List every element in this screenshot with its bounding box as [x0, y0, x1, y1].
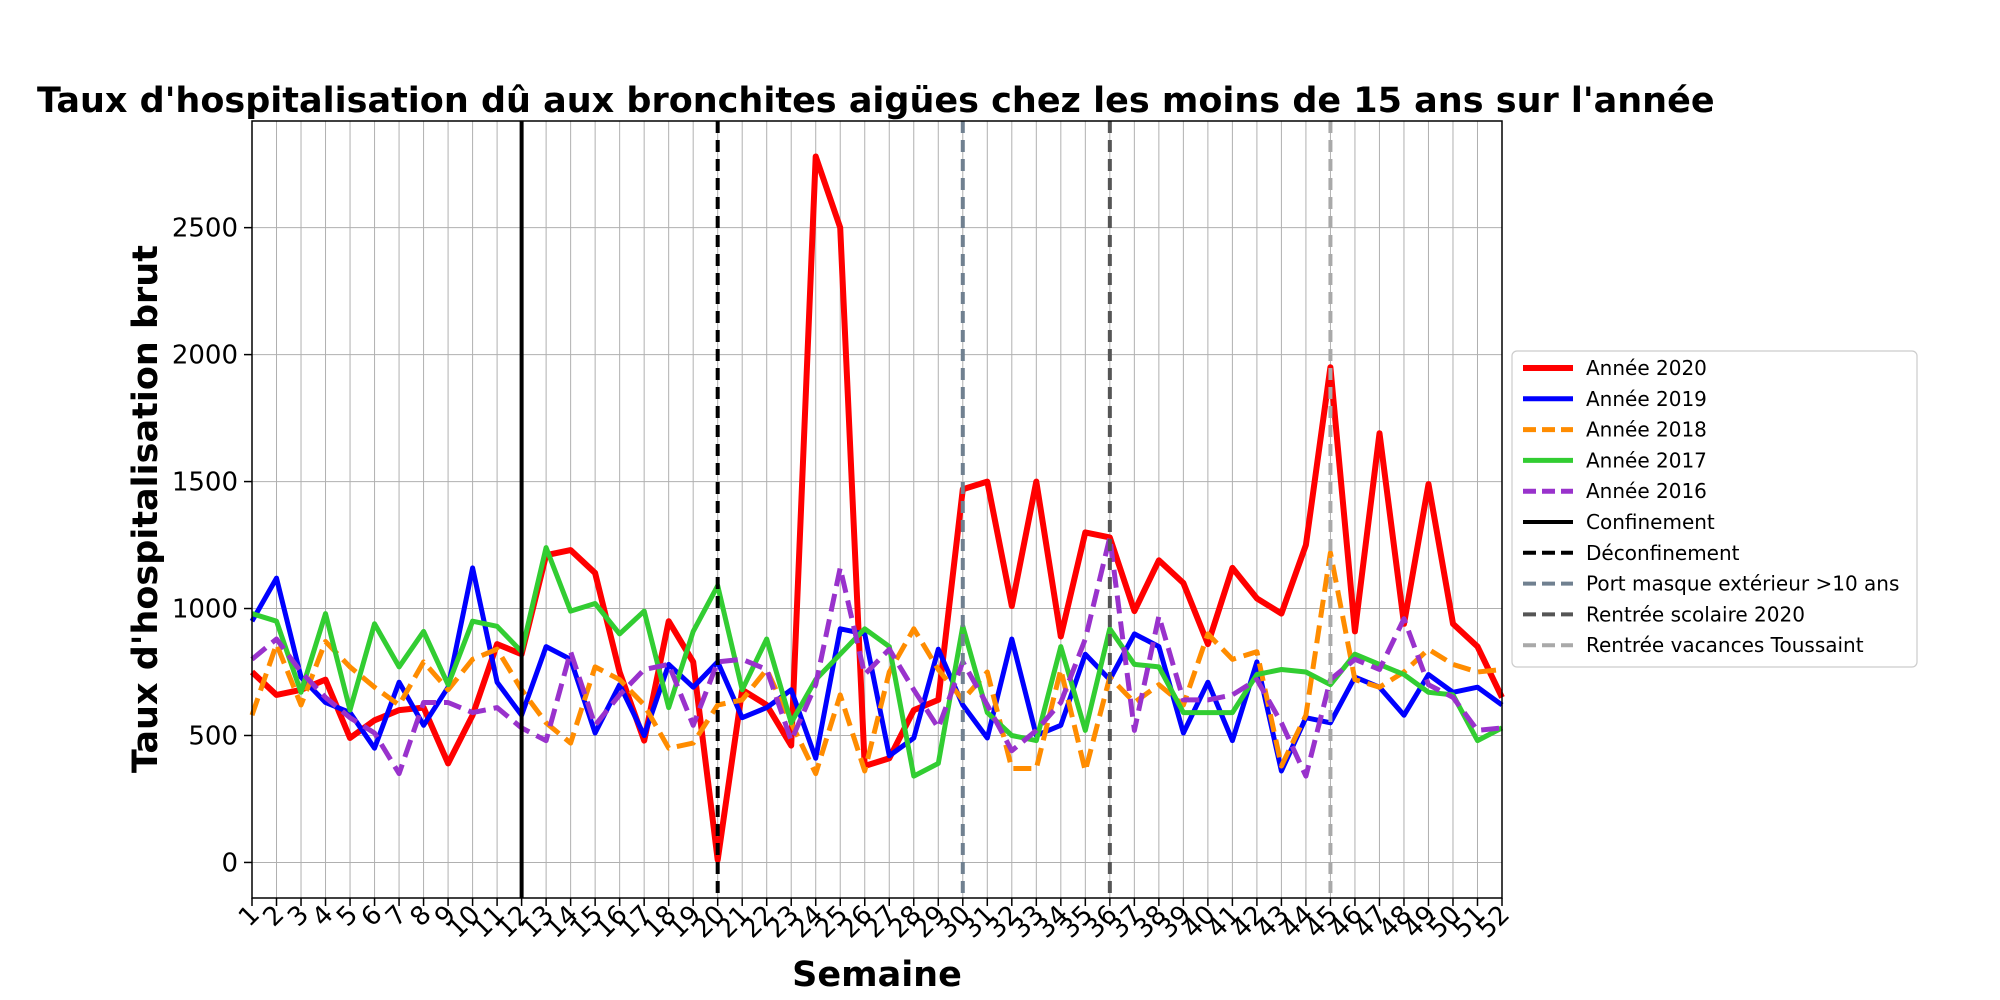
legend-label: Année 2019	[1586, 387, 1707, 411]
series-layer	[249, 153, 1505, 863]
y-ticks: 0 500 1000 1500 2000 2500	[172, 214, 252, 878]
x-ticks: 1234567891011121314151617181920212223242…	[233, 898, 1516, 944]
legend-label: Rentrée vacances Toussaint	[1586, 633, 1864, 657]
legend-label: Rentrée scolaire 2020	[1586, 602, 1805, 626]
chart-title: Taux d'hospitalisation dû aux bronchites…	[37, 81, 1715, 121]
series-line	[249, 153, 1505, 863]
x-tick-label: 52	[1471, 900, 1516, 945]
series-line	[249, 550, 1503, 777]
y-tick-label: 1000	[172, 595, 238, 625]
y-axis-title: Taux d'hospitalisation brut	[126, 245, 166, 773]
vline-layer	[519, 121, 1333, 898]
legend: Année 2020 Année 2019 Année 2018 Année 2017…	[1511, 350, 1918, 668]
legend-label: Année 2017	[1586, 448, 1707, 472]
series-line	[251, 545, 1504, 779]
series-line	[249, 565, 1504, 774]
y-tick-label: 2500	[172, 214, 238, 244]
plot-frame	[251, 120, 1503, 899]
legend-label: Année 2020	[1586, 356, 1707, 380]
y-tick-label: 0	[221, 848, 238, 878]
legend-label: Port masque extérieur >10 ans	[1586, 572, 1899, 596]
legend-frame	[1511, 350, 1918, 668]
series-line	[250, 534, 1503, 779]
y-tick-label: 1500	[172, 468, 238, 498]
y-tick-label: 2000	[172, 341, 238, 371]
legend-label: Confinement	[1586, 510, 1715, 534]
x-axis-title: Semaine	[792, 955, 962, 995]
y-tick-label: 500	[188, 721, 238, 751]
legend-label: Déconfinement	[1586, 541, 1740, 565]
legend-label: Année 2018	[1586, 418, 1707, 442]
grid	[251, 121, 1503, 898]
legend-label: Année 2016	[1586, 479, 1707, 503]
